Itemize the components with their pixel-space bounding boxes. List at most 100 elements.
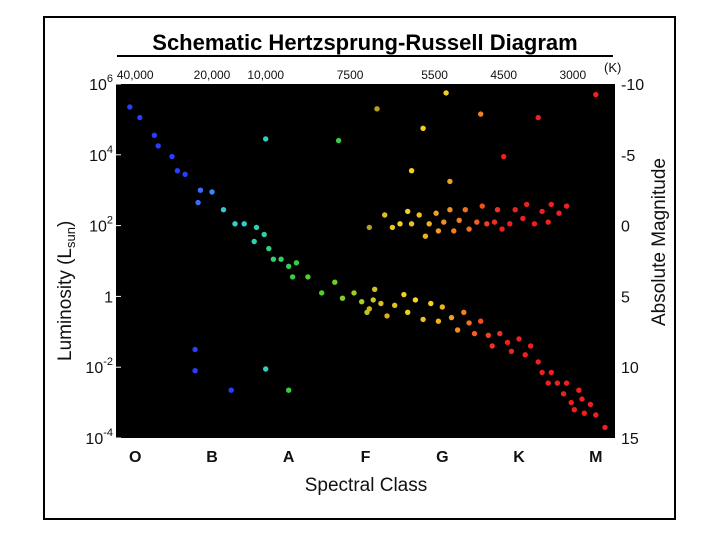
star-point: [461, 309, 467, 315]
star-point: [339, 295, 346, 301]
x-tick-label: O: [129, 449, 141, 466]
star-point: [535, 359, 541, 365]
star-point: [593, 91, 599, 98]
star-point: [270, 256, 277, 262]
star-point: [466, 226, 472, 232]
star-point: [531, 221, 538, 227]
star-point: [535, 114, 541, 121]
star-point: [408, 168, 415, 174]
star-point: [127, 104, 133, 110]
star-point: [545, 219, 551, 225]
right-tick-label: -5: [621, 148, 635, 165]
left-tick-label: 1: [104, 289, 113, 306]
top-tick-label: 7500: [337, 68, 364, 82]
star-point: [576, 387, 582, 393]
top-tick-label: 3000: [559, 68, 586, 82]
star-point: [420, 125, 426, 131]
star-point: [416, 212, 422, 218]
star-point: [155, 143, 161, 149]
star-point: [485, 332, 491, 338]
star-point: [563, 380, 570, 386]
star-point: [305, 274, 311, 280]
star-point: [448, 314, 455, 321]
star-point: [556, 210, 562, 216]
star-point: [516, 336, 522, 342]
right-tick-label: 15: [621, 431, 639, 448]
star-point: [456, 217, 462, 223]
right-magnitude-axis: -10 -5 0 5 10 15: [621, 77, 644, 448]
star-point: [241, 221, 247, 227]
star-point: [545, 380, 551, 386]
right-axis-label: Absolute Magnitude: [649, 158, 670, 326]
star-point: [209, 189, 215, 195]
star-point: [261, 231, 267, 238]
star-point: [195, 199, 201, 206]
star-point: [443, 90, 449, 96]
x-tick-label: M: [589, 449, 602, 466]
star-point: [435, 228, 442, 234]
star-point: [370, 297, 376, 303]
star-point: [401, 291, 407, 298]
star-point: [548, 369, 554, 376]
left-tick-label: 104: [89, 144, 113, 165]
star-point: [220, 207, 227, 213]
star-point: [289, 274, 296, 280]
star-point: [351, 290, 357, 296]
star-point: [441, 219, 447, 225]
star-point: [293, 260, 300, 266]
left-luminosity-axis: 106 104 102 1 10-2 10-4: [85, 73, 121, 448]
star-point: [539, 369, 545, 376]
star-point: [182, 171, 188, 177]
star-point: [563, 203, 570, 209]
x-tick-label: K: [513, 449, 525, 466]
star-point: [332, 279, 338, 285]
star-point: [491, 219, 498, 225]
left-tick-label: 106: [89, 73, 113, 94]
star-point: [579, 396, 585, 402]
star-point: [378, 300, 384, 307]
star-point: [397, 221, 403, 227]
star-point: [389, 224, 396, 231]
star-point: [359, 299, 365, 305]
star-point: [137, 114, 143, 121]
star-point: [392, 302, 398, 308]
star-point: [451, 228, 457, 234]
top-temperature-axis: 40,000 20,000 10,000 7500 5500 4500 3000: [117, 68, 587, 82]
star-point: [192, 368, 198, 374]
top-tick-label: 20,000: [194, 68, 231, 82]
star-point: [278, 256, 284, 262]
chart-title: Schematic Hertzsprung-Russell Diagram: [152, 30, 577, 55]
top-axis-unit: (K): [604, 60, 621, 75]
right-tick-label: 10: [621, 360, 639, 377]
star-point: [471, 330, 478, 337]
star-point: [501, 153, 507, 160]
y-axis-label: Luminosity (Lsun): [55, 221, 78, 361]
star-point: [228, 387, 234, 393]
star-point: [169, 153, 175, 160]
star-point: [489, 343, 495, 349]
star-point: [420, 316, 426, 323]
star-point: [581, 410, 587, 416]
star-point: [435, 318, 442, 324]
star-point: [426, 221, 432, 227]
star-point: [384, 313, 390, 319]
x-tick-label: G: [436, 449, 448, 466]
right-tick-label: 0: [621, 219, 630, 236]
star-point: [522, 352, 528, 358]
star-point: [571, 407, 577, 413]
star-point: [433, 210, 439, 216]
star-point: [319, 290, 325, 296]
star-point: [568, 399, 574, 406]
star-point: [497, 330, 503, 337]
top-tick-label: 10,000: [247, 68, 284, 82]
star-point: [428, 300, 434, 307]
star-point: [462, 207, 468, 213]
star-point: [474, 219, 480, 225]
star-point: [263, 136, 269, 142]
star-point: [192, 346, 198, 353]
right-tick-label: 5: [621, 289, 630, 306]
star-point: [587, 401, 594, 408]
star-point: [372, 286, 378, 292]
star-point: [263, 366, 269, 372]
